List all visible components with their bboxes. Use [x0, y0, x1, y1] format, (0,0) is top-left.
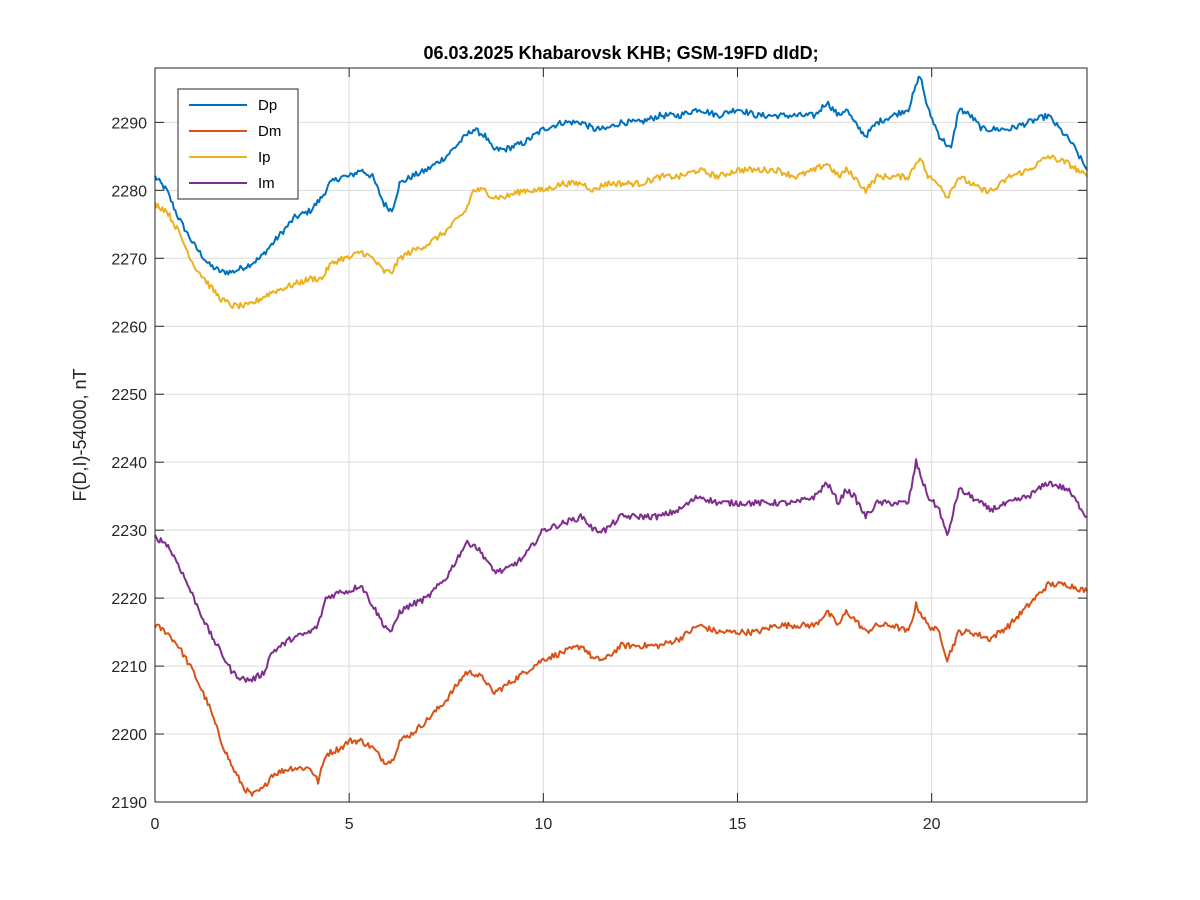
y-tick-label: 2260: [111, 319, 147, 336]
series-line-ip: [154, 154, 1088, 310]
legend: Dp Dm Ip Im: [177, 88, 299, 200]
y-axis-label: F(D,I)-54000, nT: [70, 368, 90, 501]
axes-box: [154, 67, 1088, 803]
y-tick-label: 2190: [111, 795, 147, 812]
plot-lines: [154, 75, 1088, 797]
y-tick-label: 2200: [111, 727, 147, 744]
y-tick-label: 2240: [111, 455, 147, 472]
legend-label: Ip: [258, 149, 271, 166]
x-tick-label: 15: [729, 816, 747, 833]
x-tick-label: 20: [923, 816, 941, 833]
y-tick-label: 2280: [111, 183, 147, 200]
series-line-dp: [154, 75, 1088, 276]
series-line-im: [154, 458, 1088, 683]
chart-title: 06.03.2025 Khabarovsk KHB; GSM-19FD dIdD…: [423, 43, 818, 63]
legend-label: Dp: [258, 97, 277, 114]
x-tick-label: 10: [534, 816, 552, 833]
y-tick-label: 2270: [111, 251, 147, 268]
series-line-dm: [154, 581, 1088, 797]
y-tick-label: 2290: [111, 115, 147, 132]
axis-ticks: 0 5 10 15 20 2190 2200 2210 2220 2230 2240 2250 2260…: [111, 68, 1087, 833]
legend-label: Im: [258, 175, 275, 192]
legend-label: Dm: [258, 123, 281, 140]
x-tick-label: 0: [151, 816, 160, 833]
x-tick-label: 5: [345, 816, 354, 833]
y-tick-label: 2250: [111, 387, 147, 404]
legend-box: [177, 88, 299, 200]
y-tick-label: 2210: [111, 659, 147, 676]
y-tick-label: 2220: [111, 591, 147, 608]
y-tick-label: 2230: [111, 523, 147, 540]
